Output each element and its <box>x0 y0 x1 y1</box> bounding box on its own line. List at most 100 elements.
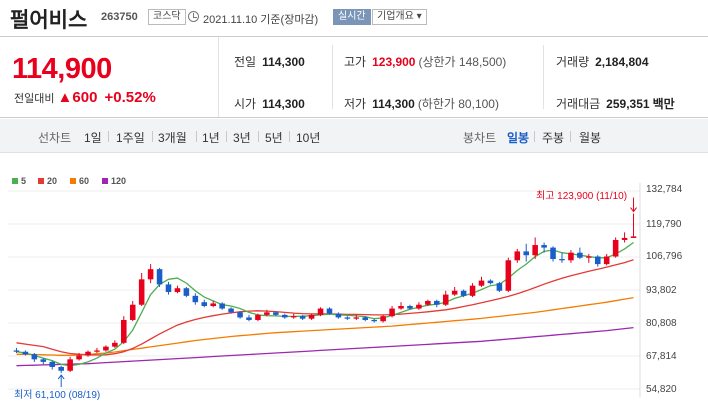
candle-up <box>514 251 521 261</box>
candle-down <box>40 359 47 362</box>
company-info-dropdown[interactable]: 기업개요 ▾ <box>372 9 427 25</box>
clock-icon <box>188 11 199 22</box>
candle-down <box>523 251 529 256</box>
candle-up <box>425 300 431 305</box>
market-badge: 코스닥 <box>148 9 186 25</box>
candle-down <box>371 319 377 322</box>
realtime-button[interactable]: 실시간 <box>333 9 371 25</box>
candle-up <box>621 237 628 240</box>
high-arrow-head <box>630 207 637 213</box>
open-price: 시가 114,300 <box>234 97 305 111</box>
trade-amount: 거래대금 259,351 백만 <box>556 97 675 111</box>
stock-name: 펄어비스 <box>10 9 88 32</box>
moving-average-ma20 <box>16 259 634 356</box>
candle-down <box>460 290 467 296</box>
y-tick: 54,820 <box>646 384 677 395</box>
candle-down <box>362 317 369 320</box>
legend-ma60: 60 <box>70 176 89 186</box>
candle-up <box>121 319 127 343</box>
candle-up <box>416 304 422 309</box>
candle-up <box>442 294 449 305</box>
change-label: 전일대비 <box>14 93 55 105</box>
candle-down <box>344 317 351 319</box>
y-tick: 67,814 <box>646 351 677 362</box>
y-tick: 80,808 <box>646 318 677 329</box>
low-price: 저가 114,300 (하한가 80,100) <box>344 97 499 111</box>
period-3m[interactable]: 3개월 <box>158 131 187 145</box>
chart-toolbar: 선차트 1일 1주일 3개월 1년 3년 5년 10년 봉차트 일봉 주봉 월봉 <box>0 119 708 153</box>
candle-up <box>586 256 592 258</box>
candle-up <box>290 316 297 318</box>
candle-chart-label[interactable]: 봉차트 <box>463 131 497 145</box>
candle-down <box>559 259 565 261</box>
candle-up <box>210 303 216 307</box>
candle-down <box>13 350 20 352</box>
candle-down <box>165 284 172 293</box>
candle-down <box>550 247 556 260</box>
period-10y[interactable]: 10년 <box>296 131 321 145</box>
y-tick: 106,796 <box>646 251 683 262</box>
period-1d[interactable]: 1일 <box>84 131 102 145</box>
candle-up <box>568 252 574 261</box>
candle-up <box>630 236 637 238</box>
moving-average-ma60 <box>16 296 634 356</box>
candle-up <box>112 342 118 347</box>
candle-daily[interactable]: 일봉 <box>507 131 530 145</box>
candle-up <box>255 314 261 320</box>
candle-up <box>505 260 512 291</box>
candle-down <box>219 303 225 309</box>
candle-weekly[interactable]: 주봉 <box>542 131 565 145</box>
period-3y[interactable]: 3년 <box>233 131 251 145</box>
divider <box>226 131 227 142</box>
candle-down <box>335 313 342 318</box>
candle-down <box>434 300 440 305</box>
candle-down <box>281 314 288 318</box>
candle-up <box>76 355 82 360</box>
candle-up <box>129 304 136 320</box>
divider <box>543 45 544 109</box>
candle-up <box>264 312 270 315</box>
period-1w[interactable]: 1주일 <box>116 131 145 145</box>
moving-average-ma5 <box>16 241 634 367</box>
candle-down <box>22 351 29 355</box>
candle-up <box>138 279 145 305</box>
candle-down <box>49 361 56 367</box>
divider <box>152 131 153 142</box>
divider <box>332 45 333 109</box>
change-amount: ▲600 <box>57 89 98 106</box>
divider <box>108 131 109 142</box>
divider <box>258 131 259 142</box>
candle-up <box>94 350 100 352</box>
candle-up <box>451 290 458 295</box>
quote-panel: 114,900 전일대비 ▲600 +0.52% 전일 114,300 시가 114… <box>0 36 708 118</box>
candle-up <box>103 346 109 351</box>
volume: 거래량 2,184,804 <box>556 55 649 69</box>
candle-down <box>299 316 306 319</box>
candle-up <box>532 245 538 256</box>
candle-down <box>58 366 64 371</box>
candle-down <box>273 312 279 315</box>
current-price: 114,900 <box>12 53 112 85</box>
divider <box>534 131 535 142</box>
candle-up <box>317 308 324 315</box>
candle-down <box>541 245 547 248</box>
current-price-box: 114,900 전일대비 ▲600 +0.52% <box>0 37 219 117</box>
candle-up <box>603 256 610 265</box>
prev-close: 전일 114,300 <box>234 55 305 69</box>
candle-down <box>594 256 601 265</box>
period-1y[interactable]: 1년 <box>202 131 220 145</box>
legend-ma120: 120 <box>102 176 126 186</box>
candle-up <box>85 351 91 356</box>
candle-down <box>192 295 199 303</box>
low-annotation: 최저 61,100 (08/19) <box>14 390 101 401</box>
period-5y[interactable]: 5년 <box>265 131 283 145</box>
candle-down <box>246 317 252 320</box>
legend-ma5: 5 <box>12 176 26 186</box>
line-chart-label[interactable]: 선차트 <box>38 131 72 145</box>
candle-monthly[interactable]: 월봉 <box>579 131 602 145</box>
quote-date: 2021.11.10 기준(장마감) <box>203 14 319 26</box>
candlestick-chart[interactable] <box>0 154 708 403</box>
high-annotation: 최고 123,900 (11/10) <box>536 191 628 202</box>
stock-header: 펄어비스 263750 코스닥 2021.11.10 기준(장마감) 실시간 기… <box>0 0 708 36</box>
high-price: 고가 123,900 (상한가 148,500) <box>344 55 507 69</box>
